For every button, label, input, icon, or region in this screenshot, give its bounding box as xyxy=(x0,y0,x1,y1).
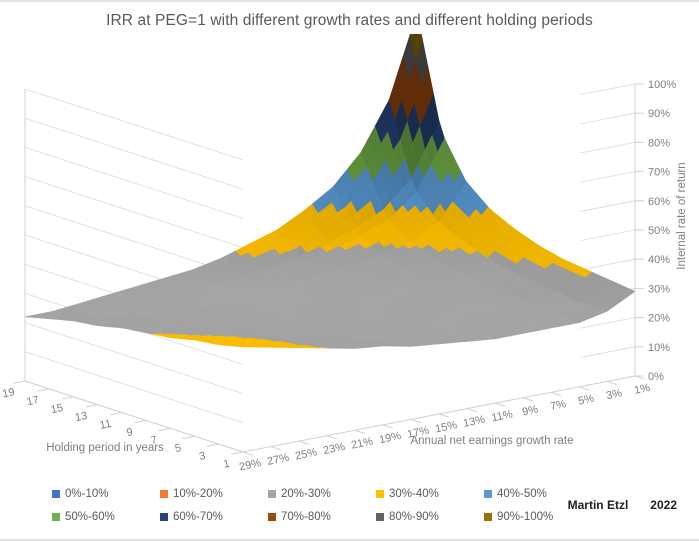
x-axis-tick-label: 11% xyxy=(491,408,514,424)
legend-swatch xyxy=(484,490,492,498)
credit-author: Martin Etzl xyxy=(567,498,629,512)
y-axis-tick-label: 3 xyxy=(198,450,206,463)
z-axis-tick-label: 0% xyxy=(648,371,664,383)
surface-plot: 29% 27% 25% 23% 21% 19% 17% 15% 13% 11% 9% 7% 5% 3% 1%… xyxy=(0,34,699,479)
legend-label: 40%-50% xyxy=(497,488,547,500)
z-axis-tick-label: 10% xyxy=(648,342,670,354)
x-axis-tick-label: 15% xyxy=(434,419,458,435)
legend-swatch xyxy=(376,490,384,498)
x-axis-tick-label: 5% xyxy=(577,393,595,408)
legend-item[interactable]: 70%-80% xyxy=(268,511,331,523)
legend-swatch xyxy=(160,513,168,521)
legend-label: 60%-70% xyxy=(173,511,223,523)
z-axis-tick-label: 90% xyxy=(648,108,670,120)
credit-year: 2022 xyxy=(650,498,677,512)
y-axis-tick-label: 11 xyxy=(99,418,113,432)
z-axis-tick-label: 20% xyxy=(648,313,670,325)
y-axis-line xyxy=(24,380,244,453)
surface-plot-svg: 29% 27% 25% 23% 21% 19% 17% 15% 13% 11% 9% 7% 5% 3% 1%… xyxy=(1,34,688,473)
legend-item[interactable]: 0%-10% xyxy=(52,488,108,500)
y-axis-tick-label: 17 xyxy=(26,394,40,408)
x-axis-tick-label: 29% xyxy=(238,457,262,473)
legend-swatch xyxy=(376,513,384,521)
y-axis-tick-label: 13 xyxy=(74,410,88,424)
legend-swatch xyxy=(52,513,60,521)
surface-mesh xyxy=(24,34,636,349)
z-axis-tick-label: 70% xyxy=(648,167,670,179)
y-axis-tick-label: 19 xyxy=(1,386,15,400)
legend-label: 50%-60% xyxy=(65,511,115,523)
legend-item[interactable]: 40%-50% xyxy=(484,488,547,500)
legend-row-2: 50%-60% 60%-70% 70%-80% 80%-90% 90%-100% xyxy=(52,511,592,533)
legend: 0%-10% 10%-20% 20%-30% 30%-40% 40%-50% 50%-6… xyxy=(0,486,699,538)
legend-swatch xyxy=(160,490,168,498)
y-axis-tick-label: 5 xyxy=(174,442,182,455)
legend-label: 10%-20% xyxy=(173,488,223,500)
z-axis-tick-label: 80% xyxy=(648,137,670,149)
legend-item[interactable]: 20%-30% xyxy=(268,488,331,500)
legend-item[interactable]: 10%-20% xyxy=(160,488,223,500)
credit: Martin Etzl 2022 xyxy=(568,498,677,512)
legend-item[interactable]: 30%-40% xyxy=(376,488,439,500)
x-axis-tick-label: 27% xyxy=(266,452,290,468)
legend-label: 30%-40% xyxy=(389,488,439,500)
y-axis-tick-label: 15 xyxy=(50,402,64,416)
x-axis-title: Annual net earnings growth rate xyxy=(410,435,573,447)
legend-label: 70%-80% xyxy=(281,511,331,523)
x-axis-tick-label: 9% xyxy=(521,403,539,418)
legend-swatch xyxy=(268,513,276,521)
x-axis-tick-label: 23% xyxy=(322,441,346,457)
legend-item[interactable]: 90%-100% xyxy=(484,511,553,523)
x-axis-tick-label: 21% xyxy=(350,435,374,451)
x-axis-tick-label: 3% xyxy=(605,387,623,402)
x-axis-tick-label: 7% xyxy=(549,398,567,413)
y-axis-tick-label: 9 xyxy=(125,426,133,439)
legend-label: 0%-10% xyxy=(65,488,109,500)
y-axis-tick-label: 7 xyxy=(150,434,158,447)
legend-swatch xyxy=(52,490,60,498)
axis-tick-labels: 29% 27% 25% 23% 21% 19% 17% 15% 13% 11% 9% 7% 5% 3% 1%… xyxy=(1,79,688,473)
x-axis-tick-label: 19% xyxy=(378,430,402,446)
legend-item[interactable]: 60%-70% xyxy=(160,511,223,523)
legend-swatch xyxy=(268,490,276,498)
x-axis-tick-label: 1% xyxy=(633,382,651,397)
legend-item[interactable]: 50%-60% xyxy=(52,511,115,523)
legend-label: 20%-30% xyxy=(281,488,331,500)
legend-label: 80%-90% xyxy=(389,511,439,523)
z-axis-tick-label: 30% xyxy=(648,283,670,295)
x-axis-tick-label: 25% xyxy=(294,446,318,462)
y-axis-title: Holding period in years xyxy=(46,442,164,454)
surface-cell xyxy=(24,315,38,318)
z-axis-tick-label: 100% xyxy=(648,79,676,91)
z-axis-title: Internal rate of return xyxy=(676,162,688,269)
z-axis-tick-label: 40% xyxy=(648,254,670,266)
z-axis-tick-label: 50% xyxy=(648,225,670,237)
legend-item[interactable]: 80%-90% xyxy=(376,511,439,523)
legend-label: 90%-100% xyxy=(497,511,554,523)
x-axis-tick-label: 13% xyxy=(462,414,486,430)
z-axis-tick-label: 60% xyxy=(648,196,670,208)
legend-row-1: 0%-10% 10%-20% 20%-30% 30%-40% 40%-50% xyxy=(52,488,592,510)
legend-swatch xyxy=(484,513,492,521)
x-axis-tick-label: 17% xyxy=(406,424,430,440)
page-title: IRR at PEG=1 with different growth rates… xyxy=(106,12,593,29)
axis-lines xyxy=(13,83,645,456)
y-axis-tick-label: 1 xyxy=(222,458,230,471)
